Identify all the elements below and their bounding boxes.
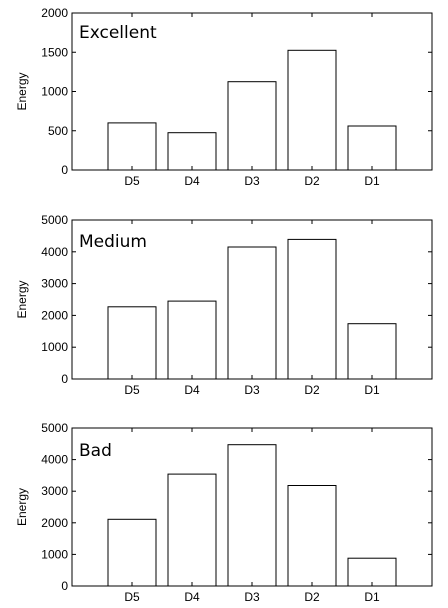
chart-bad: 0 1000 2000 3000 4000 5000 D5 D4 D3 D2 D1 Energy Bad: [15, 421, 433, 604]
bar-d3: [227, 246, 277, 380]
bar-d5: [107, 122, 157, 171]
bar-d2: [287, 485, 337, 587]
panel-label-medium: Medium: [79, 232, 147, 252]
bar-d4: [167, 132, 217, 171]
y-tick-label: 2000: [41, 6, 68, 20]
y-tick-label: 3000: [41, 484, 68, 498]
bar-d4: [167, 300, 217, 380]
y-tick-label: 2000: [41, 308, 68, 322]
bar-d1: [347, 125, 397, 171]
y-tick-label: 1500: [41, 45, 68, 59]
bar-d5: [107, 518, 157, 587]
x-tick-label: D1: [364, 590, 380, 604]
y-axis-label: Energy: [15, 72, 29, 110]
y-tick-label: 1000: [41, 547, 68, 561]
x-tick-label: D4: [184, 174, 200, 188]
y-tick-label: 0: [61, 163, 68, 177]
y-tick-label: 1000: [41, 85, 68, 99]
bar-d4: [167, 473, 217, 587]
x-tick-label: D2: [304, 383, 320, 397]
y-tick-label: 1000: [41, 340, 68, 354]
chart-excellent: 0 500 1000 1500 2000 D5 D4 D3 D2 D1 Energy Excellen…: [15, 6, 433, 188]
bar-d3: [227, 444, 277, 587]
x-tick-label: D2: [304, 174, 320, 188]
y-tick-label: 4000: [41, 245, 68, 259]
bar-d2: [287, 238, 337, 380]
y-tick-label: 0: [61, 372, 68, 386]
bar-d1: [347, 557, 397, 587]
x-tick-label: D5: [124, 590, 140, 604]
y-tick-label: 4000: [41, 453, 68, 467]
y-axis-label: Energy: [15, 280, 29, 318]
panel-label-excellent: Excellent: [79, 23, 157, 43]
bar-d5: [107, 306, 157, 380]
x-tick-label: D5: [124, 383, 140, 397]
y-tick-label: 5000: [41, 421, 68, 435]
x-tick-label: D3: [244, 174, 260, 188]
bar-d1: [347, 323, 397, 380]
chart-medium: 0 1000 2000 3000 4000 5000 D5 D4 D3 D2 D1 Energy Med…: [15, 213, 433, 397]
x-tick-label: D3: [244, 590, 260, 604]
x-tick-label: D4: [184, 383, 200, 397]
panel-label-bad: Bad: [79, 441, 112, 461]
x-tick-label: D4: [184, 590, 200, 604]
y-tick-label: 500: [48, 124, 68, 138]
x-tick-label: D2: [304, 590, 320, 604]
bar-d2: [287, 49, 337, 171]
y-tick-label: 2000: [41, 516, 68, 530]
x-tick-label: D3: [244, 383, 260, 397]
y-tick-label: 3000: [41, 277, 68, 291]
x-tick-label: D1: [364, 383, 380, 397]
y-axis-label: Energy: [15, 488, 29, 526]
x-tick-label: D1: [364, 174, 380, 188]
bar-d3: [227, 81, 277, 171]
y-tick-label: 0: [61, 579, 68, 593]
x-tick-label: D5: [124, 174, 140, 188]
y-tick-label: 5000: [41, 213, 68, 227]
